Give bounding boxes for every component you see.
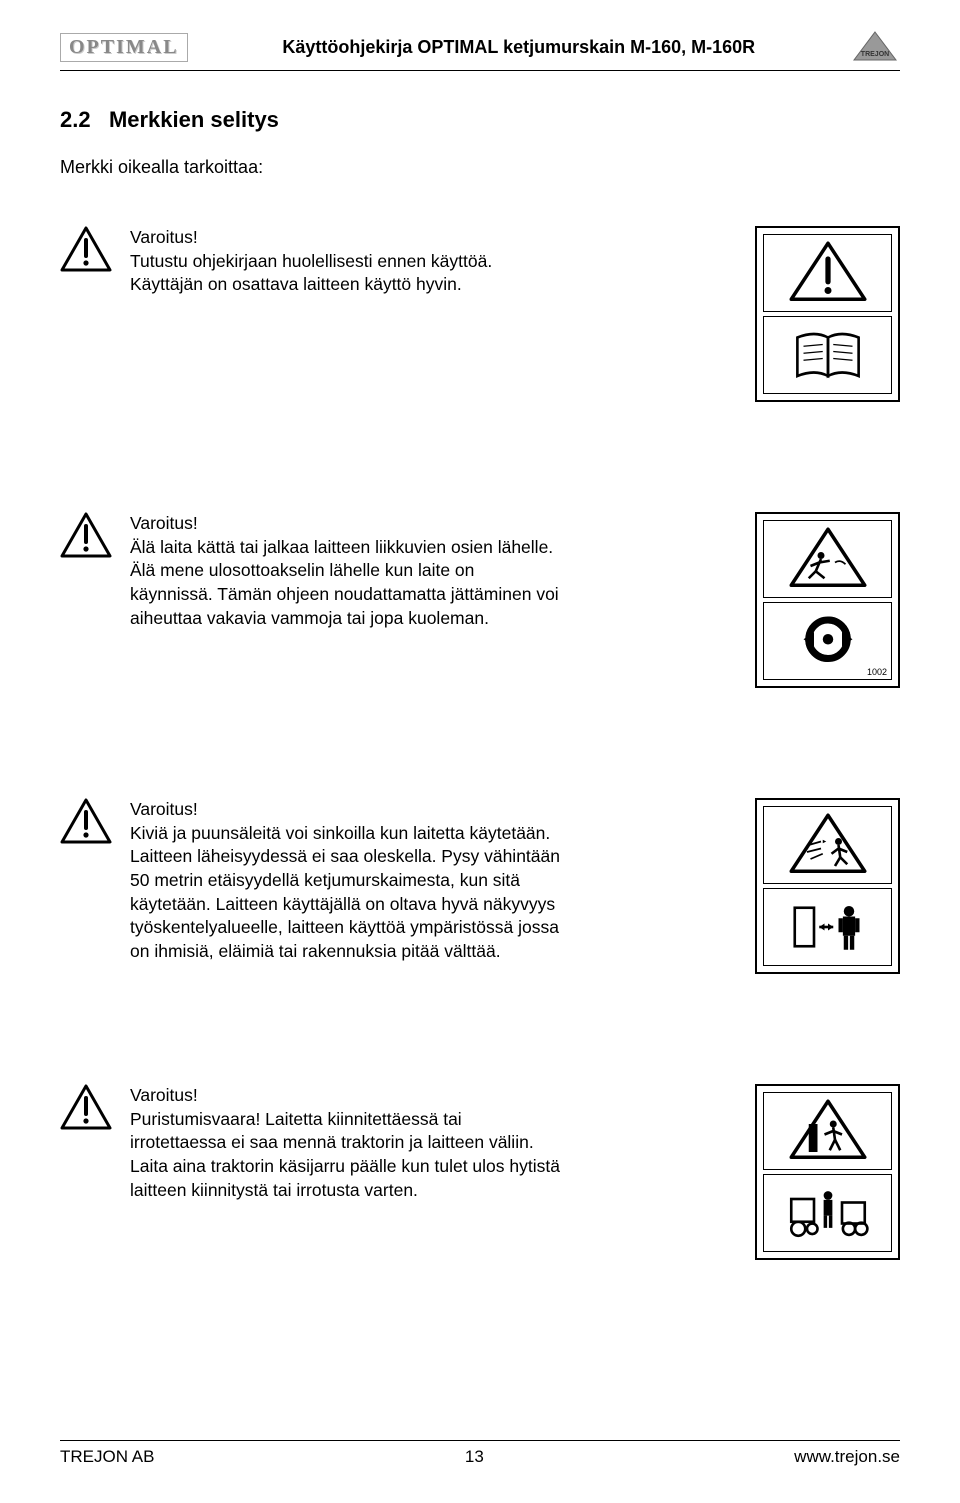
warning-body: Älä laita kättä tai jalkaa laitteen liik… [130, 537, 559, 628]
warning-body: Puristumisvaara! Laitetta kiinnitettäess… [130, 1109, 560, 1200]
trejon-logo: TREJON [850, 30, 900, 64]
trejon-logo-text: TREJON [861, 51, 889, 58]
warning-text: Varoitus! Tutustu ohjekirjaan huolellise… [130, 226, 560, 297]
footer-left: TREJON AB [60, 1447, 154, 1467]
pictogram-warning-fall [763, 520, 892, 598]
warning-row-3: Varoitus! Kiviä ja puunsäleitä voi sinko… [60, 798, 900, 974]
warning-row-4: Varoitus! Puristumisvaara! Laitetta kiin… [60, 1084, 900, 1260]
pictogram-person-distance [763, 888, 892, 966]
pictogram-tractor-person [763, 1174, 892, 1252]
pictogram-warning-debris [763, 806, 892, 884]
warning-icon [60, 512, 112, 560]
pictogram-warning-triangle [763, 234, 892, 312]
warning-title: Varoitus! [130, 798, 560, 822]
warning-left: Varoitus! Älä laita kättä tai jalkaa lai… [60, 512, 735, 630]
pictogram-group-4 [755, 1084, 900, 1260]
section-title: 2.2 Merkkien selitys [60, 107, 900, 133]
warning-body: Tutustu ohjekirjaan huolellisesti ennen … [130, 251, 492, 295]
optimal-logo: OPTIMAL [60, 33, 188, 62]
pictogram-code: 1002 [867, 667, 887, 677]
page-footer: TREJON AB 13 www.trejon.se [60, 1440, 900, 1467]
warning-text: Varoitus! Kiviä ja puunsäleitä voi sinko… [130, 798, 560, 963]
warning-icon [60, 1084, 112, 1132]
warning-title: Varoitus! [130, 226, 560, 250]
warning-icon [60, 798, 112, 846]
warning-icon [60, 226, 112, 274]
pictogram-group-1 [755, 226, 900, 402]
page-header: OPTIMAL Käyttöohjekirja OPTIMAL ketjumur… [60, 30, 900, 71]
footer-url: www.trejon.se [794, 1447, 900, 1467]
warning-title: Varoitus! [130, 1084, 560, 1108]
footer-page-number: 13 [465, 1447, 484, 1467]
pictogram-group-2: 1002 [755, 512, 900, 688]
pictogram-box: 1002 [755, 512, 900, 688]
pictogram-group-3 [755, 798, 900, 974]
section-subtitle: Merkki oikealla tarkoittaa: [60, 157, 900, 178]
warning-row-2: Varoitus! Älä laita kättä tai jalkaa lai… [60, 512, 900, 688]
warning-row-1: Varoitus! Tutustu ohjekirjaan huolellise… [60, 226, 900, 402]
pictogram-box [755, 226, 900, 402]
pictogram-box [755, 798, 900, 974]
warning-text: Varoitus! Älä laita kättä tai jalkaa lai… [130, 512, 560, 630]
pictogram-warning-crush [763, 1092, 892, 1170]
pictogram-rotating-arrows: 1002 [763, 602, 892, 680]
pictogram-box [755, 1084, 900, 1260]
header-title: Käyttöohjekirja OPTIMAL ketjumurskain M-… [188, 37, 850, 58]
warning-left: Varoitus! Tutustu ohjekirjaan huolellise… [60, 226, 735, 297]
warning-text: Varoitus! Puristumisvaara! Laitetta kiin… [130, 1084, 560, 1202]
section-title-text: Merkkien selitys [109, 107, 279, 132]
warning-left: Varoitus! Puristumisvaara! Laitetta kiin… [60, 1084, 735, 1202]
warning-title: Varoitus! [130, 512, 560, 536]
warning-body: Kiviä ja puunsäleitä voi sinkoilla kun l… [130, 823, 560, 961]
pictogram-open-book [763, 316, 892, 394]
warning-left: Varoitus! Kiviä ja puunsäleitä voi sinko… [60, 798, 735, 963]
section-number: 2.2 [60, 107, 91, 132]
